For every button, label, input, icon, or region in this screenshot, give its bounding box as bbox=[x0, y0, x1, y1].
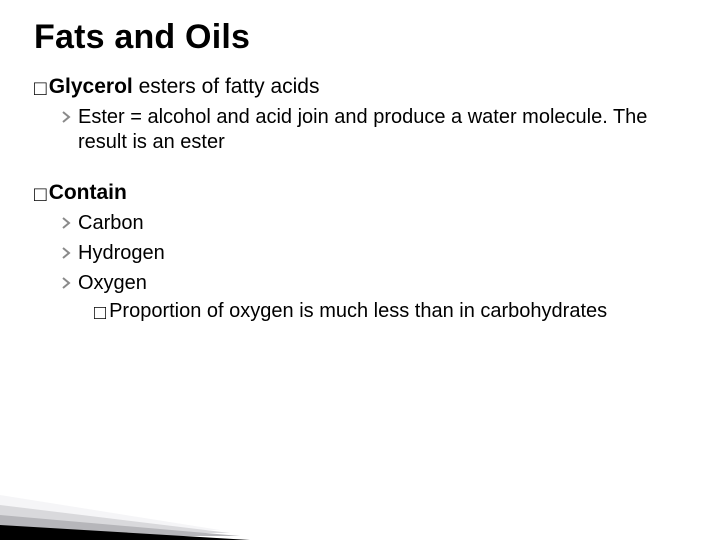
wedge-stripe bbox=[0, 495, 220, 530]
bullet-glycerol: □Glycerol esters of fatty acids bbox=[34, 75, 686, 101]
bullet-rest-text: esters of fatty acids bbox=[133, 75, 320, 98]
wedge-stripe bbox=[0, 505, 230, 533]
wedge-stripe bbox=[0, 515, 240, 536]
caret-icon bbox=[62, 272, 72, 297]
slide: Fats and Oils □Glycerol esters of fatty … bbox=[0, 0, 720, 540]
sub-bullet: Hydrogen bbox=[62, 241, 686, 267]
square-bullet-icon: □ bbox=[94, 301, 106, 326]
caret-icon bbox=[62, 212, 72, 237]
wedge-stripe bbox=[0, 525, 250, 540]
sub-bullet-text: Ester = alcohol and acid join and produc… bbox=[78, 105, 686, 155]
bullet-bold-text: Glycerol bbox=[49, 75, 133, 98]
square-bullet-icon: □ bbox=[34, 77, 47, 101]
subsub-bullet: □Proportion of oxygen is much less than … bbox=[94, 299, 686, 326]
sub-bullet: Oxygen bbox=[62, 271, 686, 297]
slide-title: Fats and Oils bbox=[34, 18, 686, 57]
square-bullet-icon: □ bbox=[34, 183, 47, 207]
caret-icon bbox=[62, 106, 72, 155]
bullet-bold-text: Contain bbox=[49, 181, 127, 204]
sub-bullet: Ester = alcohol and acid join and produc… bbox=[62, 105, 686, 155]
subsub-bullet-text: Proportion of oxygen is much less than i… bbox=[109, 300, 607, 322]
sub-bullet-text: Oxygen bbox=[78, 271, 147, 297]
sub-bullet-text: Carbon bbox=[78, 211, 144, 237]
sub-bullet: Carbon bbox=[62, 211, 686, 237]
sub-bullet-text: Hydrogen bbox=[78, 241, 165, 267]
bullet-contain: □Contain bbox=[34, 181, 686, 207]
corner-wedge-icon bbox=[0, 480, 260, 540]
caret-icon bbox=[62, 242, 72, 267]
